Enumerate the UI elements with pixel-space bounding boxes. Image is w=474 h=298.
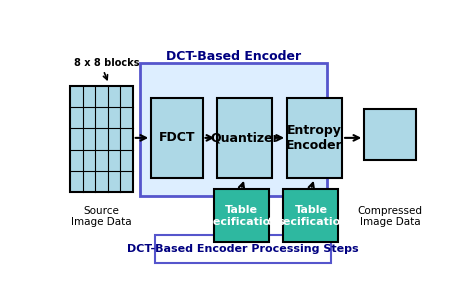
Text: DCT-Based Encoder: DCT-Based Encoder (166, 50, 301, 63)
Bar (217, 98, 272, 178)
Text: FDCT: FDCT (158, 131, 195, 144)
Bar (70, 86, 133, 192)
Bar (283, 190, 338, 242)
Text: Compressed
Image Data: Compressed Image Data (357, 206, 422, 227)
Text: DCT-Based Encoder Processing Steps: DCT-Based Encoder Processing Steps (127, 244, 359, 254)
Bar (151, 98, 202, 178)
Text: Source
Image Data: Source Image Data (71, 206, 132, 227)
Bar (287, 98, 342, 178)
Text: Quantizer: Quantizer (210, 131, 279, 144)
Bar (364, 109, 416, 160)
Text: Table
Specifications: Table Specifications (267, 205, 355, 227)
Bar (213, 190, 269, 242)
Bar (140, 63, 328, 196)
Text: Entropy
Encoder: Entropy Encoder (286, 124, 343, 152)
Bar (155, 235, 331, 263)
Text: 8 x 8 blocks: 8 x 8 blocks (74, 58, 139, 68)
Text: Table
Specifications: Table Specifications (197, 205, 285, 227)
